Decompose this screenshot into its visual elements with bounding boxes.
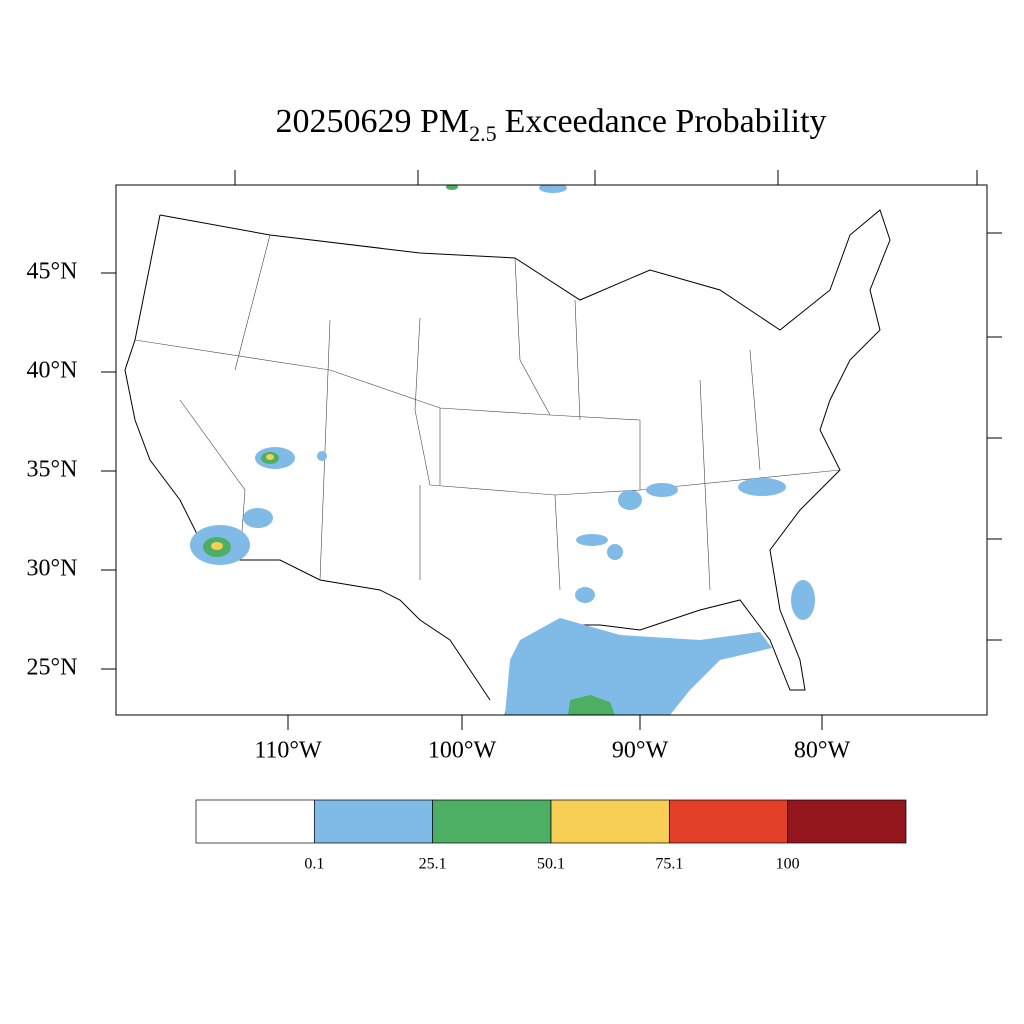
probability-area bbox=[618, 490, 642, 510]
latitude-label: 35°N bbox=[27, 457, 78, 483]
state-lines bbox=[134, 234, 841, 591]
longitude-label: 110°W bbox=[254, 738, 322, 764]
probability-area bbox=[539, 185, 567, 193]
latitude-label: 40°N bbox=[27, 358, 78, 384]
probability-area bbox=[575, 587, 595, 603]
legend-swatch bbox=[668, 799, 789, 844]
probability-area bbox=[505, 618, 772, 715]
probability-area bbox=[568, 695, 615, 715]
probability-area bbox=[576, 534, 608, 546]
legend-swatch bbox=[550, 799, 670, 844]
map-frame bbox=[115, 184, 988, 716]
legend-label: 0.1 bbox=[304, 856, 324, 873]
legend-label: 50.1 bbox=[537, 856, 565, 873]
probability-area bbox=[446, 185, 458, 190]
latitude-label: 25°N bbox=[27, 655, 78, 681]
probability-area bbox=[738, 478, 786, 496]
title-main: 20250629 PM bbox=[275, 103, 469, 140]
latitude-label: 30°N bbox=[27, 556, 78, 582]
longitude-label: 100°W bbox=[428, 738, 497, 764]
map-title: 20250629 PM2.5 Exceedance Probability bbox=[275, 103, 826, 146]
legend-swatch bbox=[313, 799, 434, 844]
probability-area bbox=[607, 544, 623, 560]
legend-label: 25.1 bbox=[419, 856, 447, 873]
longitude-label: 80°W bbox=[794, 738, 851, 764]
probability-area bbox=[791, 580, 815, 620]
land-outline bbox=[124, 209, 891, 715]
longitude-label: 90°W bbox=[612, 738, 669, 764]
legend-swatch bbox=[432, 799, 552, 844]
latitude-label: 45°N bbox=[27, 259, 78, 285]
title-subscript: 2.5 bbox=[469, 121, 497, 146]
map-area bbox=[124, 185, 891, 715]
graticule-ticks bbox=[101, 170, 1002, 730]
probability-area bbox=[266, 454, 274, 460]
legend-label: 75.1 bbox=[655, 856, 683, 873]
probability-area bbox=[646, 483, 678, 497]
probability-area bbox=[211, 542, 223, 550]
legend-swatch bbox=[787, 799, 907, 844]
title-rest: Exceedance Probability bbox=[505, 103, 827, 140]
probability-area bbox=[243, 508, 273, 528]
legend-swatch bbox=[195, 799, 315, 844]
probability-area bbox=[317, 451, 327, 461]
legend-label: 100 bbox=[776, 856, 800, 873]
